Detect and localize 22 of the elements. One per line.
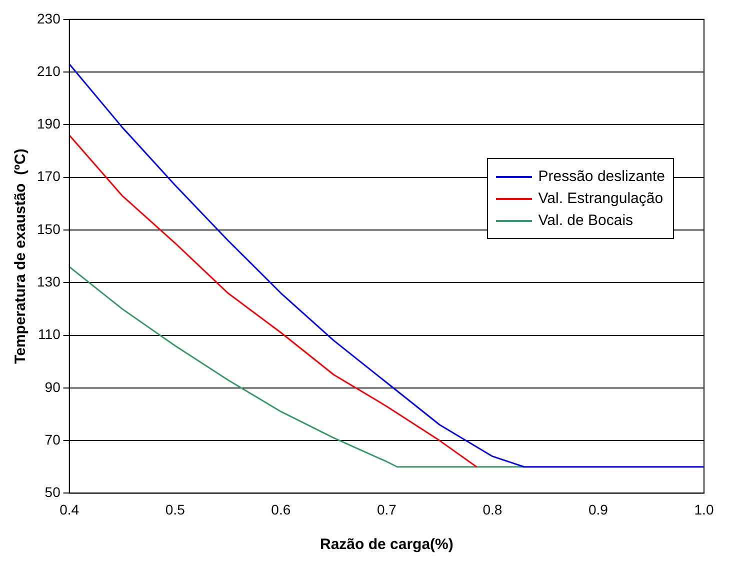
y-tick-label: 110 [38,326,61,342]
y-tick-label: 210 [37,62,61,79]
legend-label: Val. de Bocais [538,212,634,229]
y-tick-label: 230 [37,10,61,26]
y-tick-label: 170 [37,168,61,184]
x-tick-label: 1.0 [694,501,714,518]
x-tick-label: 0.7 [376,501,397,518]
y-axis-title: Temperatura de exaustão (ºC) [12,148,30,364]
legend-label: Pressão deslizante [538,168,665,185]
x-tick-label: 0.6 [271,501,291,518]
x-tick-label: 0.4 [60,501,80,518]
x-tick-label: 0.9 [588,501,608,518]
y-tick-label: 150 [37,220,61,237]
y-tick-label: 70 [44,431,61,448]
y-tick-label: 190 [37,116,61,132]
x-axis-title: Razão de carga(%) [320,536,454,554]
x-tick-label: 0.8 [482,501,502,518]
y-tick-label: 90 [44,378,61,395]
y-tick-label: 130 [37,273,61,290]
x-tick-label: 0.5 [165,501,186,518]
legend-label: Val. Estrangulação [538,190,664,207]
y-tick-label: 50 [44,484,61,500]
